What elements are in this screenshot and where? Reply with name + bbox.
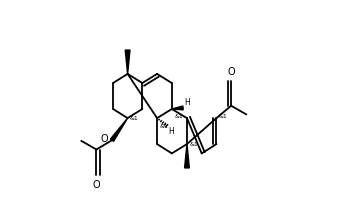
Text: H: H (168, 127, 174, 136)
Polygon shape (172, 106, 183, 110)
Text: &1: &1 (129, 116, 138, 121)
Text: &1: &1 (159, 124, 168, 129)
Text: O: O (93, 180, 100, 190)
Polygon shape (125, 50, 130, 74)
Text: &1: &1 (175, 114, 183, 119)
Text: H: H (184, 98, 190, 107)
Text: O: O (227, 66, 235, 77)
Text: O: O (101, 134, 108, 144)
Polygon shape (184, 144, 189, 168)
Text: &1: &1 (219, 114, 228, 119)
Text: &1: &1 (189, 142, 198, 147)
Polygon shape (110, 118, 127, 141)
